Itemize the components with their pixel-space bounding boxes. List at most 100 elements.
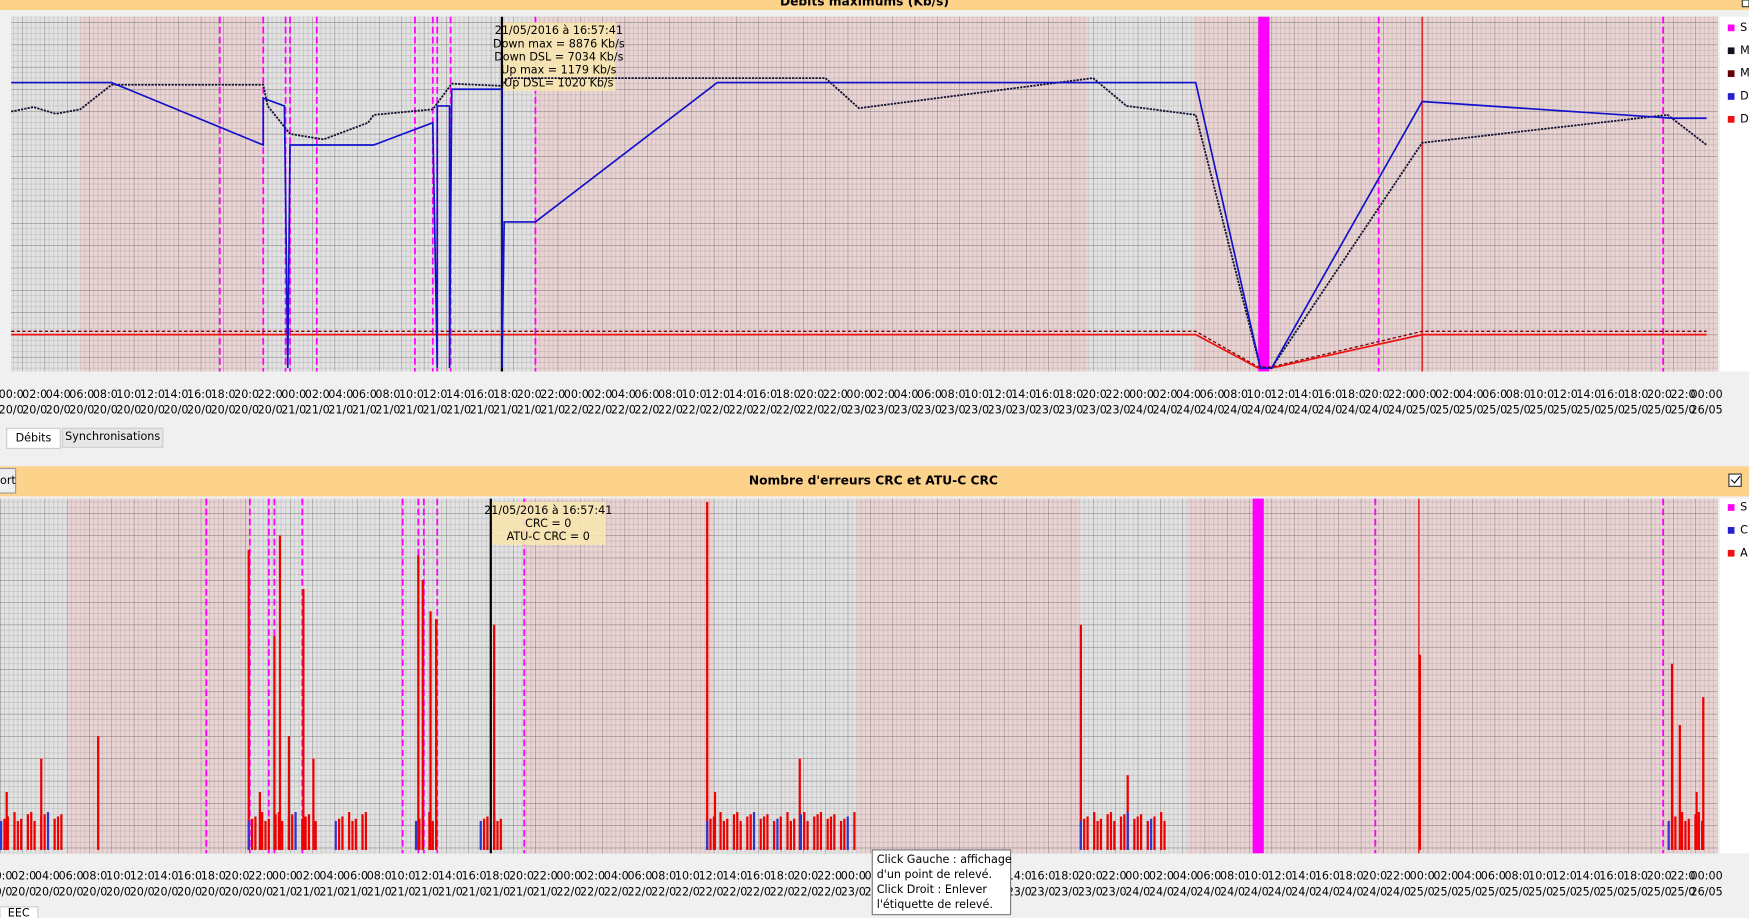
x-tick-label: 20/0 <box>163 403 188 416</box>
bar <box>428 812 431 850</box>
x-tick-label: 12:0 <box>988 388 1013 401</box>
bar <box>839 820 843 850</box>
legend-label: D <box>1740 112 1749 125</box>
bar <box>304 816 307 850</box>
bar <box>247 549 250 850</box>
bar <box>46 812 50 850</box>
bar <box>1099 818 1103 850</box>
bar <box>816 814 819 850</box>
bar <box>16 820 19 850</box>
x-tick-label: 18:0 <box>1341 388 1366 401</box>
x-tick-label: 22/0 <box>722 885 747 898</box>
bar <box>1702 697 1705 850</box>
x-tick-label: 16:0 <box>462 870 487 883</box>
bar <box>739 820 742 850</box>
x-tick-label: 18:0 <box>211 388 236 401</box>
x-tick-label: 20:0 <box>793 870 818 883</box>
bar <box>706 820 709 850</box>
bar <box>291 814 294 850</box>
bar <box>829 816 833 850</box>
x-tick-label: 24/0 <box>1244 885 1269 898</box>
x-tick-label: 06:0 <box>917 388 942 401</box>
x-tick-label: 22/0 <box>817 885 842 898</box>
x-tick-label: 22/0 <box>651 885 676 898</box>
bar <box>1667 820 1670 850</box>
x-tick-label: 20/0 <box>258 403 283 416</box>
x-tick-label: 25/0 <box>1623 403 1648 416</box>
bar <box>294 812 297 850</box>
x-tick-label: 25/0 <box>1457 885 1482 898</box>
x-tick-label: 10:0 <box>1529 388 1554 401</box>
bar <box>806 820 809 850</box>
x-tick-label: 14:0 <box>729 388 754 401</box>
tooltip-line: l'étiquette de relevé. <box>877 898 993 911</box>
checkbox[interactable] <box>1741 0 1749 8</box>
x-tick-label: 20:0 <box>234 388 259 401</box>
tab[interactable] <box>0 906 39 918</box>
bar <box>277 812 280 850</box>
tooltip-line: Down DSL = 7034 Kb/s <box>494 50 623 63</box>
button[interactable] <box>0 467 17 494</box>
x-tick-label: 04:0 <box>1176 388 1201 401</box>
x-tick-label: 02:0 <box>296 870 321 883</box>
legend-label: M <box>1740 67 1749 80</box>
bar <box>826 818 829 850</box>
x-tick-label: 20/0 <box>106 885 131 898</box>
bar <box>261 812 264 850</box>
x-tick-label: 20:0 <box>517 388 542 401</box>
x-tick-label: 20/0 <box>177 885 202 898</box>
tab[interactable] <box>6 427 61 449</box>
x-tick-label: 25/0 <box>1481 885 1506 898</box>
bar <box>40 758 43 850</box>
bar <box>772 820 776 850</box>
tab-label: Synchronisations <box>65 430 160 443</box>
x-tick-label: 20:0 <box>1647 388 1672 401</box>
bar <box>799 814 802 850</box>
plot: SCA 00:0 20/0 02:0 20/0 04:0 20/0 06:0 20/0 08:0 2… <box>0 498 1749 898</box>
x-tick-label: 20/0 <box>11 885 36 898</box>
x-tick-label: 22/0 <box>823 403 848 416</box>
x-tick-label: 24/0 <box>1247 403 1272 416</box>
x-tick-label: 20/0 <box>225 885 250 898</box>
x-tick-label: 12:0 <box>140 388 165 401</box>
bar <box>40 816 43 850</box>
bar <box>706 501 709 850</box>
x-tick-label: 20/0 <box>0 403 24 416</box>
x-tick-label: 20/0 <box>93 403 118 416</box>
x-tick-label: 06:0 <box>634 388 659 401</box>
bar <box>247 820 250 850</box>
x-tick-label: 00:0 <box>0 870 13 883</box>
x-tick-label: 22:0 <box>533 870 558 883</box>
tooltip-line: ATU-C CRC = 0 <box>507 530 590 543</box>
bar <box>752 812 756 850</box>
x-tick-label: 00:0 <box>281 388 306 401</box>
x-tick-label: 21/0 <box>367 885 392 898</box>
x-tick-label: 06:0 <box>1200 388 1225 401</box>
bar <box>1136 816 1139 850</box>
bar <box>1701 820 1704 850</box>
bar <box>776 818 779 850</box>
bar <box>732 814 736 850</box>
x-tick-label: 23/0 <box>988 403 1013 416</box>
x-tick-label: 24/0 <box>1315 885 1340 898</box>
header <box>0 466 1749 497</box>
x-tick-label: 02:0 <box>870 388 895 401</box>
tab[interactable] <box>61 427 164 448</box>
bar <box>6 816 9 850</box>
bar <box>1079 820 1082 850</box>
x-tick-label: 21/0 <box>509 885 534 898</box>
x-tick-label: 24/0 <box>1386 885 1411 898</box>
bar <box>1697 812 1700 850</box>
x-tick-label: 18:0 <box>1623 870 1648 883</box>
x-tick-label: 21/0 <box>517 403 542 416</box>
bar <box>1678 725 1681 850</box>
bar <box>1106 814 1109 850</box>
bar <box>1163 820 1166 850</box>
checkbox[interactable] <box>1728 473 1742 487</box>
x-tick-label: 23/0 <box>1011 403 1036 416</box>
x-tick-label: 10:0 <box>399 388 424 401</box>
x-tick-label: 23/0 <box>1058 403 1083 416</box>
bar <box>301 818 304 850</box>
bar <box>833 814 836 850</box>
